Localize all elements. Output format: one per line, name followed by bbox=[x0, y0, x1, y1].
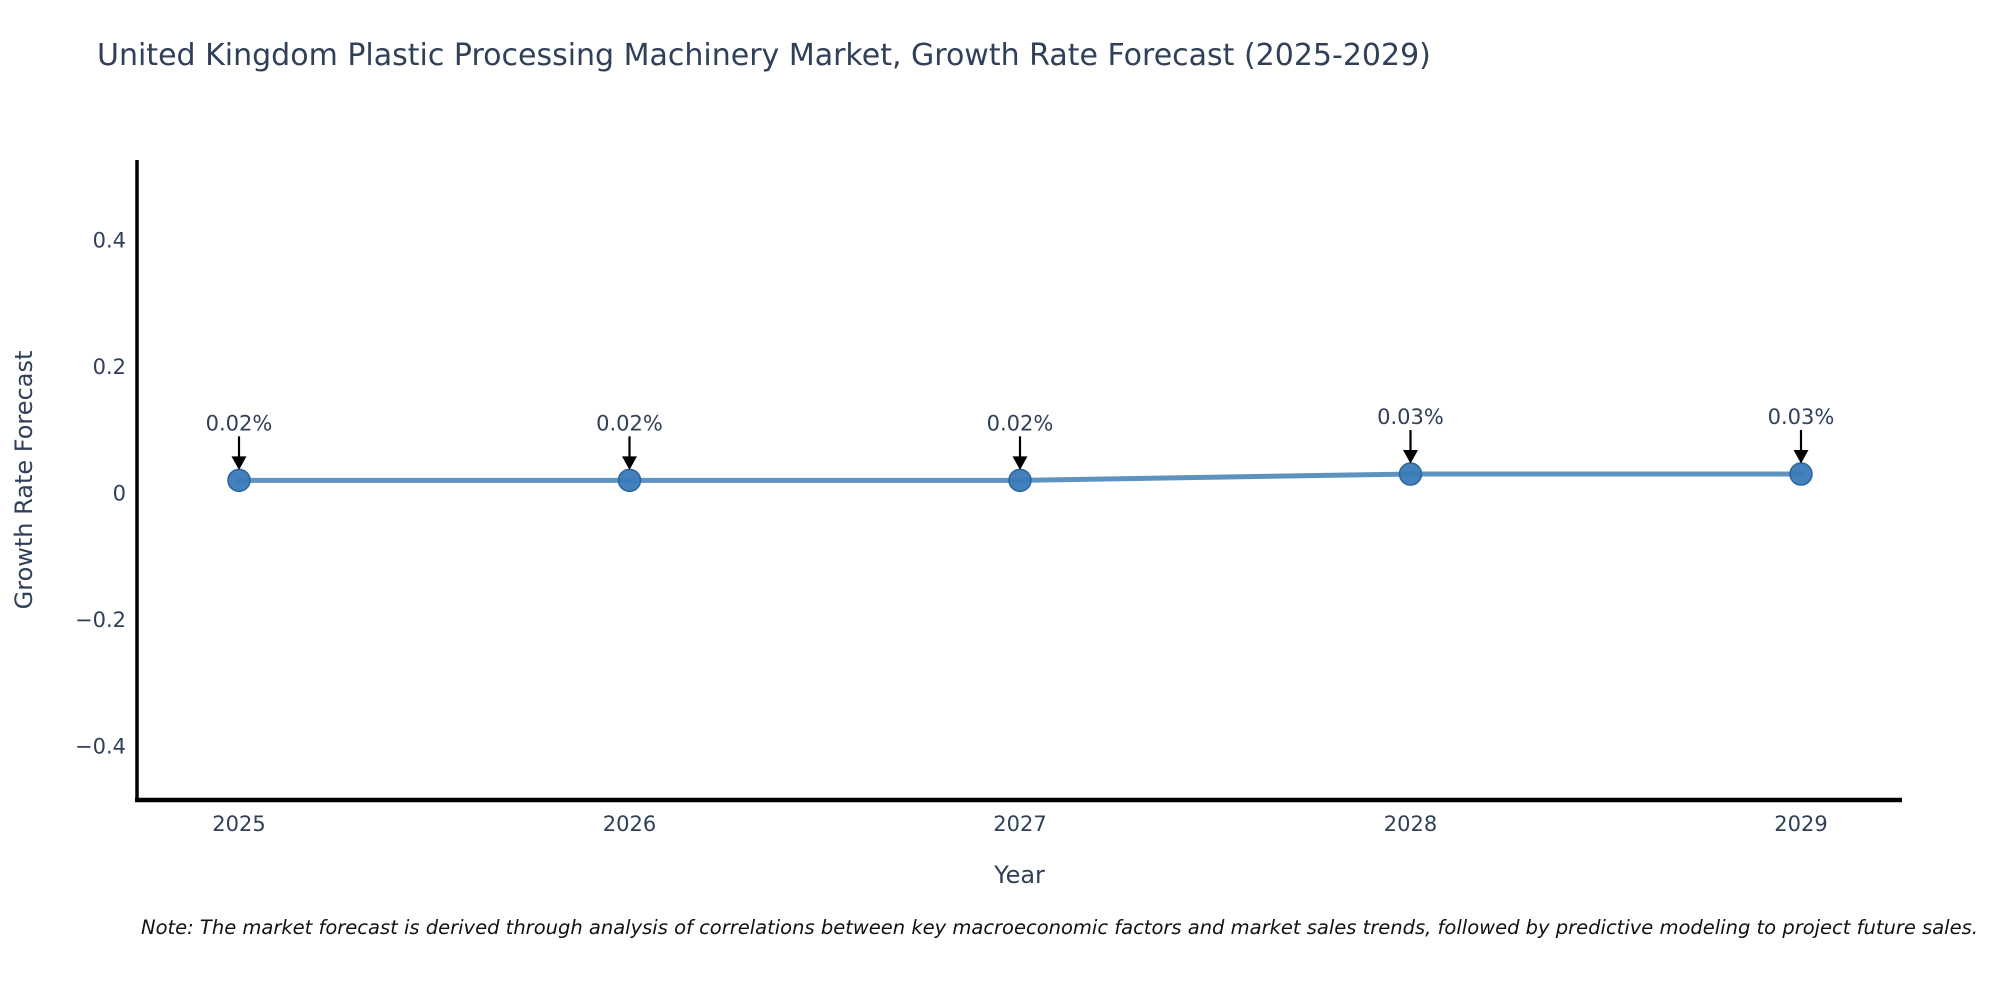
x-tick-label: 2025 bbox=[212, 812, 265, 836]
annotation-arrow-head bbox=[231, 456, 247, 470]
data-point-marker bbox=[227, 468, 251, 493]
footnote: Note: The market forecast is derived thr… bbox=[141, 916, 1978, 939]
x-tick-label: 2027 bbox=[993, 812, 1046, 836]
annotation-arrow-head bbox=[1403, 450, 1418, 464]
point-value-label: 0.03% bbox=[1768, 405, 1835, 429]
x-tick-label: 2029 bbox=[1774, 812, 1827, 836]
y-axis-title: Growth Rate Forecast bbox=[10, 351, 38, 610]
annotation-arrow-head bbox=[622, 456, 637, 470]
data-point-marker bbox=[1398, 462, 1423, 486]
data-point-marker bbox=[1008, 468, 1032, 493]
y-tick-label: 0.4 bbox=[93, 229, 126, 253]
point-value-label: 0.02% bbox=[206, 411, 273, 435]
chart-title: United Kingdom Plastic Processing Machin… bbox=[97, 38, 1431, 73]
y-tick-label: 0.2 bbox=[93, 355, 126, 379]
annotation-arrow-head bbox=[1012, 456, 1028, 470]
point-value-label: 0.02% bbox=[987, 411, 1054, 435]
x-axis-title: Year bbox=[993, 861, 1045, 889]
point-value-label: 0.03% bbox=[1377, 405, 1444, 429]
point-value-label: 0.02% bbox=[596, 411, 663, 435]
y-tick-label: 0 bbox=[113, 482, 126, 506]
annotation-arrow-head bbox=[1793, 450, 1809, 464]
y-tick-label: −0.2 bbox=[75, 608, 126, 632]
data-point-marker bbox=[617, 468, 642, 493]
y-tick-label: −0.4 bbox=[75, 735, 126, 759]
x-tick-label: 2028 bbox=[1384, 812, 1437, 836]
x-tick-label: 2026 bbox=[603, 812, 656, 836]
data-point-marker bbox=[1789, 462, 1813, 486]
